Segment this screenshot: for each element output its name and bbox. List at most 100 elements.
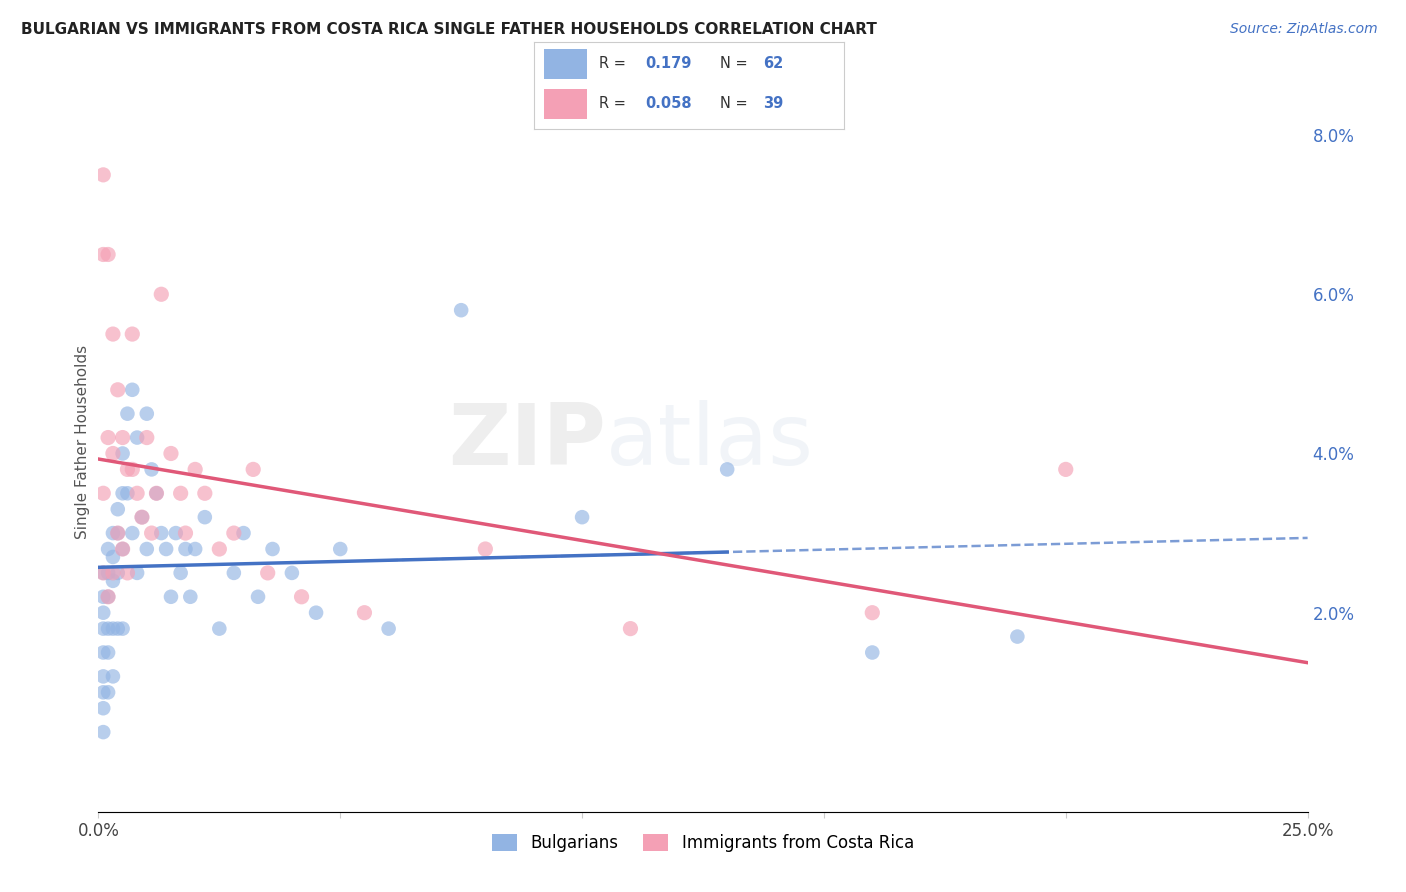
Text: 39: 39 [763,96,783,112]
Point [1054,462,1077,476]
Point [101,327,124,342]
Point [97,247,120,261]
Point [121,327,143,342]
Point [184,462,207,476]
Point [135,407,157,421]
Point [222,566,245,580]
Point [121,383,143,397]
Point [107,526,129,541]
Point [160,446,183,460]
Point [208,622,231,636]
Point [91,590,114,604]
Point [91,622,114,636]
Point [145,486,167,500]
Text: ZIP: ZIP [449,400,606,483]
Point [141,526,163,541]
Point [290,590,312,604]
Point [101,566,124,580]
Text: R =: R = [599,96,631,112]
Point [107,566,129,580]
Point [184,541,207,556]
Point [91,566,114,580]
Point [305,606,328,620]
Point [91,486,114,500]
Point [131,510,153,524]
Point [222,526,245,541]
Text: BULGARIAN VS IMMIGRANTS FROM COSTA RICA SINGLE FATHER HOUSEHOLDS CORRELATION CHA: BULGARIAN VS IMMIGRANTS FROM COSTA RICA … [21,22,877,37]
Text: N =: N = [720,56,752,71]
Point [353,606,375,620]
Point [247,590,270,604]
Point [101,526,124,541]
Point [101,669,124,683]
Point [91,566,114,580]
Point [281,566,304,580]
Point [117,407,139,421]
Point [194,486,217,500]
Point [262,541,284,556]
Point [107,502,129,516]
Point [141,462,163,476]
Point [107,622,129,636]
Legend: Bulgarians, Immigrants from Costa Rica: Bulgarians, Immigrants from Costa Rica [485,828,921,859]
Point [179,590,201,604]
Point [101,574,124,588]
Text: atlas: atlas [606,400,814,483]
Point [117,486,139,500]
Point [121,526,143,541]
Point [107,526,129,541]
Point [127,486,149,500]
Point [131,510,153,524]
Point [329,541,352,556]
Point [716,462,738,476]
Point [91,168,114,182]
Point [97,646,120,660]
Point [101,446,124,460]
Point [111,622,134,636]
Point [97,590,120,604]
Point [101,549,124,564]
Point [117,566,139,580]
Point [91,646,114,660]
Point [97,541,120,556]
Point [91,701,114,715]
Point [860,646,883,660]
Point [91,247,114,261]
Point [91,606,114,620]
Text: Source: ZipAtlas.com: Source: ZipAtlas.com [1230,22,1378,37]
Point [111,486,134,500]
FancyBboxPatch shape [544,89,586,119]
Point [242,462,264,476]
Point [619,622,641,636]
Point [97,431,120,445]
Point [232,526,254,541]
Point [111,541,134,556]
Point [107,383,129,397]
Point [91,685,114,699]
Point [160,590,183,604]
Point [174,541,197,556]
Point [91,725,114,739]
Point [174,526,197,541]
Point [127,431,149,445]
Text: 0.179: 0.179 [645,56,692,71]
Point [135,541,157,556]
Point [97,566,120,580]
Point [1007,630,1029,644]
Point [117,462,139,476]
Point [101,622,124,636]
Text: 62: 62 [763,56,783,71]
Point [571,510,593,524]
Point [111,431,134,445]
Point [169,486,191,500]
Text: N =: N = [720,96,752,112]
Y-axis label: Single Father Households: Single Father Households [75,344,90,539]
Point [377,622,399,636]
Point [474,541,496,556]
Text: R =: R = [599,56,631,71]
Point [256,566,278,580]
Point [127,566,149,580]
Point [145,486,167,500]
Point [450,303,472,318]
Point [97,685,120,699]
